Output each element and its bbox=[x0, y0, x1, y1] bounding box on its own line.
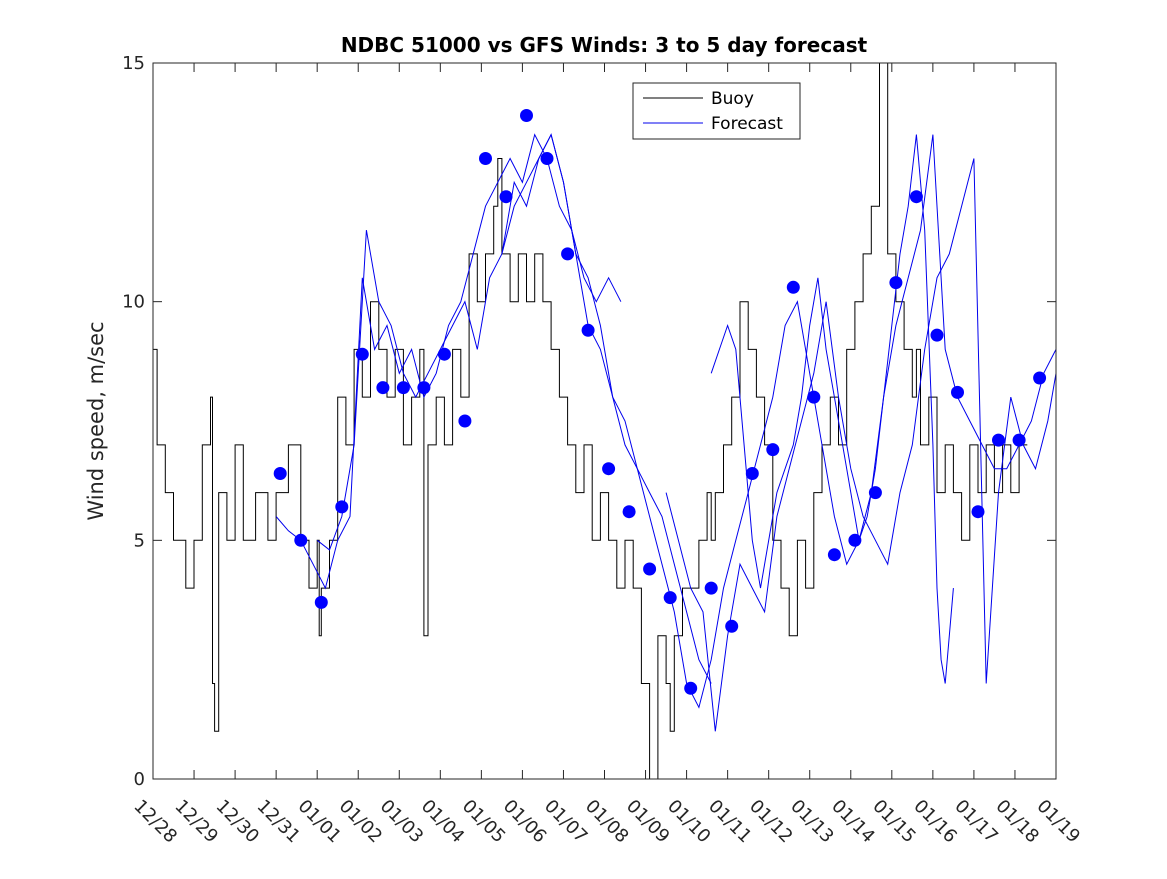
forecast-point bbox=[868, 486, 882, 500]
x-tick-labels: 12/2812/2912/3012/3101/0101/0201/0301/04… bbox=[129, 796, 1084, 848]
forecast-point bbox=[1012, 433, 1026, 447]
legend-buoy-label: Buoy bbox=[711, 89, 754, 109]
forecast-point bbox=[458, 414, 472, 428]
forecast-point bbox=[684, 681, 698, 695]
forecast-point bbox=[786, 280, 800, 294]
x-tick-label-18: 01/15 bbox=[868, 796, 920, 848]
x-tick-label-5: 01/02 bbox=[335, 796, 387, 848]
y-tick-label-1: 5 bbox=[134, 530, 145, 551]
forecast-point bbox=[376, 381, 390, 395]
forecast-series-line-1 bbox=[275, 133, 622, 590]
forecast-point bbox=[540, 152, 554, 165]
forecast-point bbox=[499, 190, 513, 204]
plot-frame bbox=[152, 62, 1057, 780]
plot-background bbox=[153, 63, 1056, 779]
x-tick-label-2: 12/30 bbox=[212, 796, 264, 848]
x-tick-label-21: 01/18 bbox=[991, 796, 1043, 848]
x-tick-label-17: 01/14 bbox=[827, 796, 879, 848]
y-axis-label: Wind speed, m/sec bbox=[84, 321, 108, 520]
forecast-series-line-2 bbox=[316, 133, 712, 684]
forecast-series-line-3 bbox=[501, 133, 1057, 709]
forecast-point bbox=[294, 533, 308, 547]
x-tick-label-14: 01/11 bbox=[704, 796, 756, 848]
x-tick-label-13: 01/10 bbox=[663, 796, 715, 848]
forecast-point bbox=[766, 443, 780, 457]
x-tick-label-6: 01/03 bbox=[376, 796, 428, 848]
forecast-point bbox=[1033, 371, 1047, 385]
forecast-series-line-4 bbox=[665, 158, 1057, 732]
forecast-point bbox=[930, 328, 944, 342]
x-tick-label-1: 12/29 bbox=[171, 796, 223, 848]
legend-forecast-label: Forecast bbox=[711, 114, 783, 134]
forecast-series-line-5 bbox=[710, 134, 954, 684]
x-tick-label-22: 01/19 bbox=[1032, 796, 1084, 848]
forecast-point bbox=[479, 152, 492, 165]
forecast-point bbox=[971, 505, 985, 519]
forecast-point bbox=[745, 467, 759, 480]
y-tick-label-2: 10 bbox=[122, 292, 145, 313]
y-tick-label-3: 15 bbox=[122, 53, 145, 74]
forecast-point bbox=[992, 433, 1005, 447]
forecast-point bbox=[602, 462, 616, 476]
forecast-point bbox=[622, 505, 636, 519]
y-tick-label-0: 0 bbox=[134, 769, 145, 790]
x-tick-label-3: 12/31 bbox=[253, 796, 305, 848]
x-tick-label-9: 01/06 bbox=[499, 796, 551, 848]
x-tick-label-20: 01/17 bbox=[950, 796, 1002, 848]
forecast-point bbox=[827, 548, 841, 562]
forecast-point bbox=[561, 247, 575, 261]
chart-title: NDBC 51000 vs GFS Winds: 3 to 5 day fore… bbox=[341, 33, 868, 57]
forecast-point bbox=[725, 619, 739, 633]
x-tick-label-7: 01/04 bbox=[417, 796, 469, 848]
forecast-point bbox=[663, 591, 677, 605]
forecast-point bbox=[396, 381, 410, 395]
x-tick-label-15: 01/12 bbox=[745, 796, 797, 848]
forecast-point bbox=[355, 347, 369, 361]
x-tick-label-11: 01/08 bbox=[581, 796, 633, 848]
x-tick-label-4: 01/01 bbox=[294, 796, 346, 848]
forecast-markers bbox=[273, 109, 1047, 695]
forecast-point bbox=[520, 109, 533, 122]
forecast-point bbox=[437, 347, 451, 361]
x-tick-label-10: 01/07 bbox=[540, 796, 592, 848]
y-tick-labels: 0 5 10 15 bbox=[122, 53, 145, 790]
forecast-point bbox=[848, 533, 862, 547]
x-tick-label-12: 01/09 bbox=[622, 796, 674, 848]
forecast-point bbox=[273, 467, 287, 480]
x-tick-label-0: 12/28 bbox=[129, 796, 181, 848]
x-tick-label-19: 01/16 bbox=[909, 796, 961, 848]
forecast-point bbox=[417, 381, 431, 395]
forecast-point bbox=[889, 276, 903, 290]
forecast-point bbox=[643, 562, 657, 576]
forecast-point bbox=[335, 500, 349, 514]
legend-box bbox=[632, 82, 801, 140]
forecast-point bbox=[807, 390, 821, 404]
forecast-point bbox=[704, 581, 718, 595]
forecast-point bbox=[951, 385, 964, 399]
forecast-point bbox=[581, 323, 595, 337]
legend: Buoy Forecast bbox=[632, 82, 801, 140]
x-tick-label-8: 01/05 bbox=[458, 796, 510, 848]
x-tick-label-16: 01/13 bbox=[786, 796, 838, 848]
forecast-point bbox=[909, 190, 923, 204]
forecast-point bbox=[314, 595, 328, 609]
